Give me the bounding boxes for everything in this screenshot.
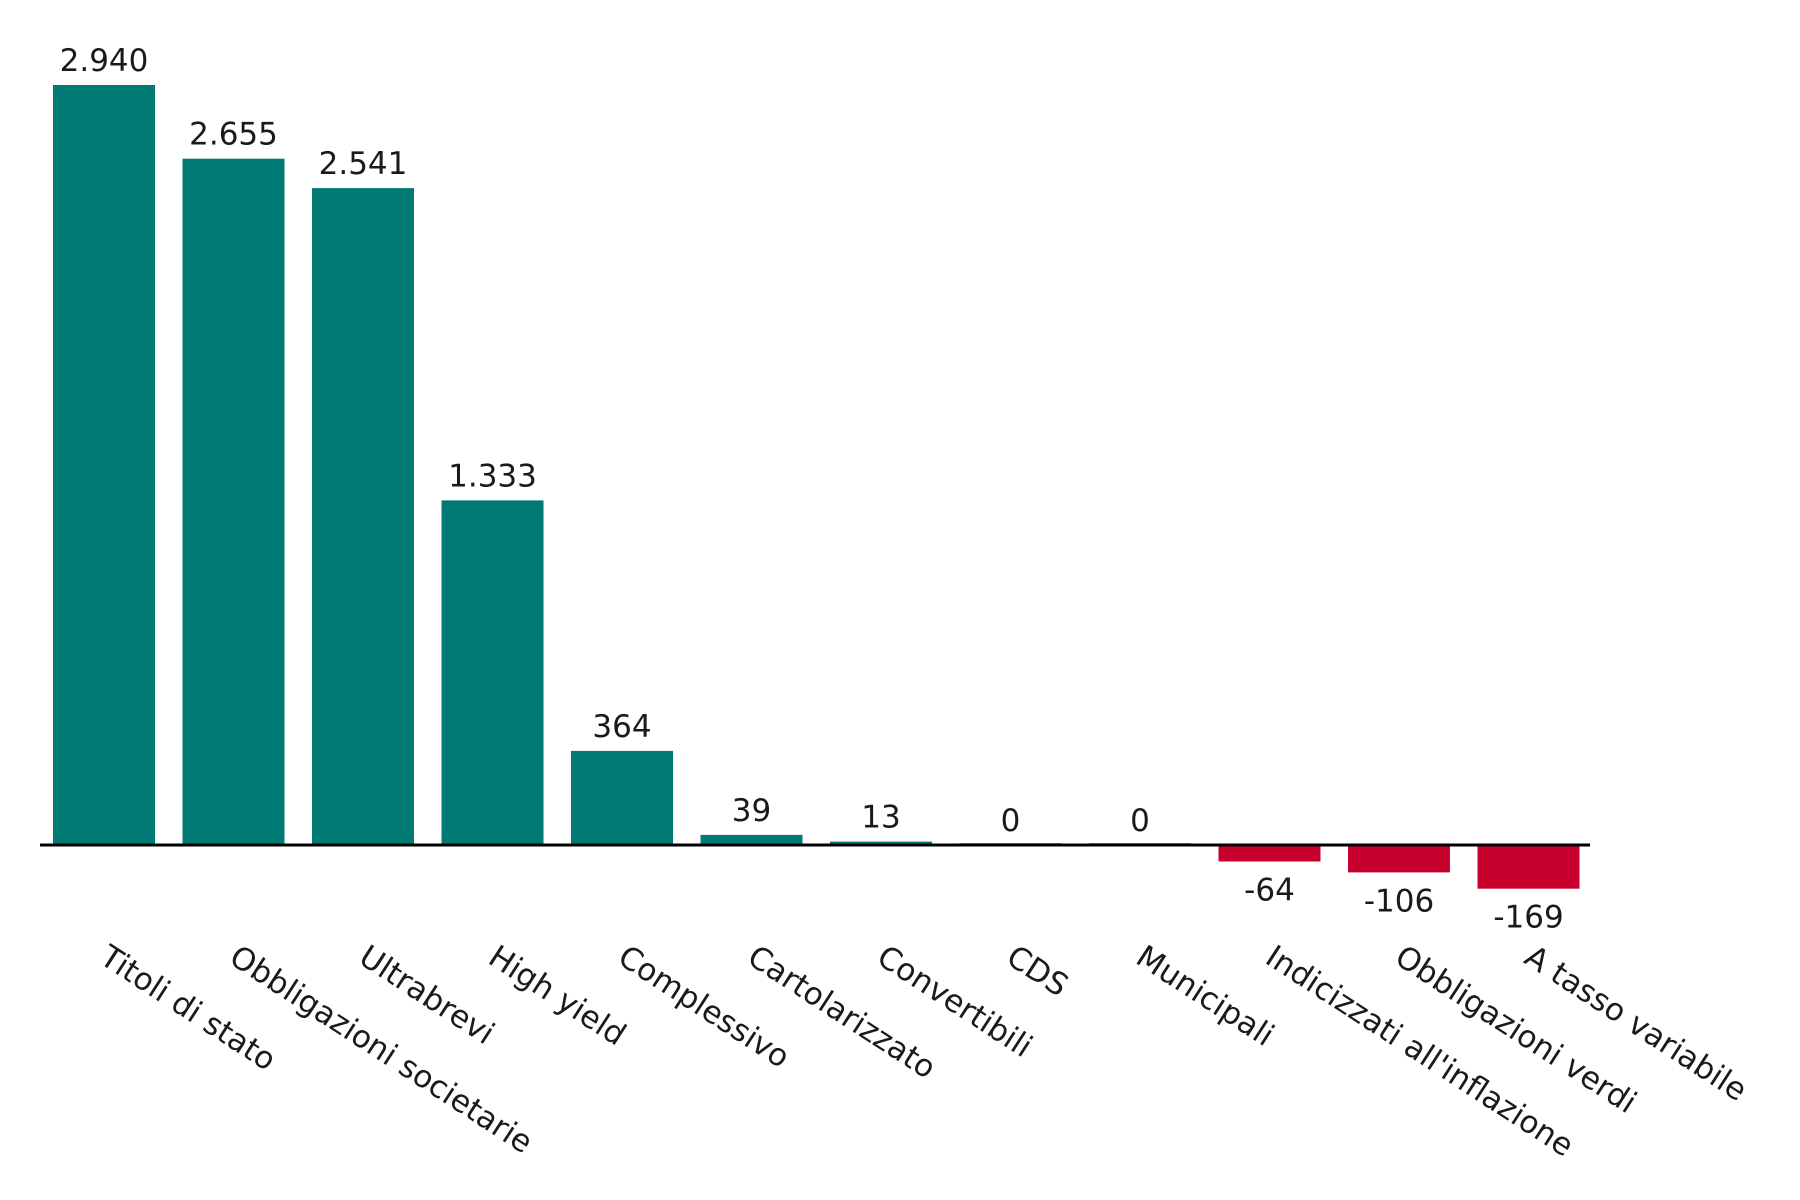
bar [571,750,673,845]
bar [1348,845,1450,873]
value-labels-group: 2.940 2.655 2.541 1.333 364 39 13 0 0 -64 -106 -169 [60,43,1564,936]
bar [1218,845,1321,862]
value-label: -169 [1493,900,1563,936]
bar [830,841,932,845]
value-label: 2.940 [60,43,149,79]
value-label: 364 [592,709,651,745]
category-label: CDS [1000,939,1074,1005]
value-label: 13 [861,800,900,836]
category-label: High yield [482,939,632,1054]
bar [312,188,414,846]
value-label: 0 [1001,803,1021,839]
bar [441,500,544,845]
category-label: A tasso variabile [1518,939,1753,1109]
value-label: 1.333 [448,458,537,494]
value-label: 2.655 [189,117,278,153]
bars-group [53,85,1580,889]
value-label: 39 [732,793,771,829]
value-label: -64 [1244,873,1295,909]
category-label: Municipali [1130,939,1281,1054]
bar [700,834,803,845]
value-label: 0 [1130,803,1150,839]
bar [1477,845,1580,889]
bar [182,158,285,845]
value-label: -106 [1364,883,1434,919]
value-label: 2.541 [319,146,408,182]
bar [53,85,155,845]
